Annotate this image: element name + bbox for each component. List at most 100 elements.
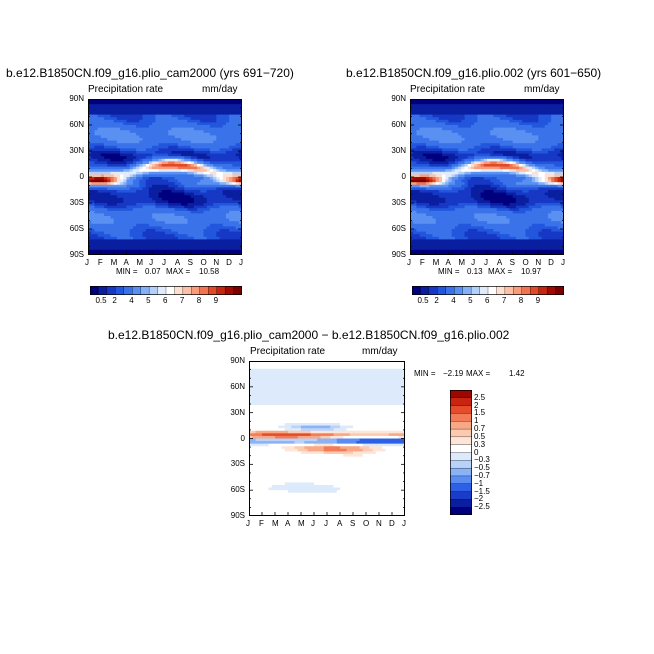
- map-cell: [197, 174, 201, 178]
- map-cell: [116, 156, 121, 160]
- map-cell: [229, 221, 233, 225]
- map-cell: [126, 234, 131, 238]
- colorbar-swatch: [123, 286, 133, 295]
- map-cell: [451, 119, 456, 123]
- map-cell: [139, 226, 143, 230]
- map-cell: [541, 195, 546, 199]
- map-cell: [139, 221, 143, 225]
- map-cell: [525, 184, 530, 188]
- map-cell: [129, 184, 134, 188]
- map-cell: [100, 104, 105, 108]
- map-cell: [515, 174, 520, 178]
- map-cell: [165, 106, 169, 110]
- map-cell: [123, 174, 127, 178]
- map-cell: [155, 122, 159, 126]
- map-cell: [203, 174, 208, 178]
- map-cell: [168, 252, 172, 255]
- map-cell: [438, 99, 443, 102]
- map-cell: [535, 195, 539, 199]
- map-cell: [158, 218, 163, 222]
- map-cell: [168, 195, 172, 199]
- map-cell: [136, 112, 140, 115]
- map-cell: [531, 177, 536, 180]
- map-cell: [139, 190, 143, 193]
- map-cell: [132, 177, 137, 180]
- map-cell: [464, 156, 469, 160]
- map-cell: [461, 145, 465, 149]
- map-cell: [547, 166, 552, 170]
- map-cell: [551, 99, 555, 102]
- map-cell: [454, 148, 459, 152]
- map-cell: [229, 208, 233, 212]
- map-cell: [197, 114, 201, 118]
- map-cell: [113, 109, 118, 113]
- map-cell: [512, 143, 517, 147]
- map-cell: [213, 247, 217, 251]
- map-cell: [464, 112, 469, 115]
- map-cell: [152, 122, 156, 126]
- map-cell: [538, 184, 542, 188]
- map-cell: [142, 174, 147, 178]
- map-cell: [190, 231, 195, 235]
- map-cell: [142, 158, 147, 162]
- map-cell: [464, 190, 469, 193]
- map-cell: [136, 135, 140, 139]
- map-cell: [235, 177, 240, 180]
- map-cell: [209, 184, 214, 188]
- map-cell: [225, 122, 230, 126]
- map-cell: [88, 112, 92, 115]
- map-cell: [161, 161, 166, 165]
- map-cell: [123, 242, 127, 245]
- map-cell: [113, 156, 118, 160]
- map-cell: [197, 190, 201, 193]
- map-cell: [107, 104, 111, 108]
- map-cell: [94, 223, 99, 227]
- map-cell: [442, 197, 446, 201]
- map-cell: [187, 101, 192, 105]
- map-cell: [451, 114, 456, 118]
- map-cell: [512, 148, 517, 152]
- map-cell: [129, 190, 134, 193]
- map-cell: [235, 221, 240, 225]
- map-cell: [493, 104, 498, 108]
- map-cell: [528, 145, 533, 149]
- colorbar-frame: [90, 286, 242, 295]
- map-cell: [458, 119, 462, 123]
- map-cell: [496, 119, 501, 123]
- map-cell: [209, 239, 214, 243]
- map-cell: [187, 223, 192, 227]
- map-cell: [557, 166, 562, 170]
- map-cell: [445, 166, 449, 170]
- map-cell: [104, 153, 108, 157]
- map-cell: [419, 101, 424, 105]
- map-cell: [171, 104, 176, 108]
- map-cell: [560, 164, 564, 167]
- map-cell: [181, 231, 185, 235]
- map-cell: [229, 179, 233, 183]
- map-cell: [104, 106, 108, 110]
- map-cell: [554, 109, 558, 113]
- map-cell: [184, 229, 188, 232]
- map-cell: [104, 252, 108, 255]
- map-cell: [512, 156, 517, 160]
- map-cell: [88, 221, 92, 225]
- map-cell: [216, 164, 220, 167]
- map-cell: [515, 138, 520, 141]
- map-cell: [190, 184, 195, 188]
- map-cell: [113, 99, 118, 102]
- map-cell: [499, 161, 504, 165]
- map-cell: [461, 125, 465, 128]
- map-cell: [129, 156, 134, 160]
- map-cell: [470, 145, 475, 149]
- map-cell: [139, 239, 143, 243]
- map-cell: [445, 177, 449, 180]
- map-cell: [197, 249, 201, 253]
- map-cell: [480, 127, 485, 131]
- map-cell: [509, 130, 514, 134]
- map-cell: [512, 132, 517, 136]
- map-cell: [499, 158, 504, 162]
- map-cell: [490, 187, 494, 191]
- map-cell: [88, 151, 92, 154]
- map-cell: [148, 213, 153, 217]
- map-cell: [551, 197, 555, 201]
